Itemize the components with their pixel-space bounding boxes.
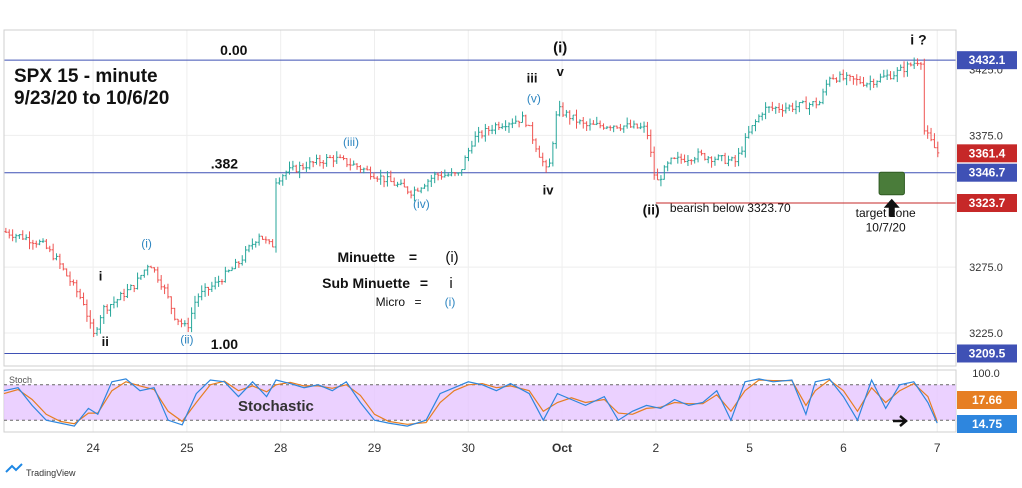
wave-label-11: (ii) xyxy=(643,201,660,217)
wave-label-5: (iv) xyxy=(413,197,430,211)
fib-label-1: .382 xyxy=(211,155,238,171)
price-bars xyxy=(4,57,940,338)
wave-label-1: ii xyxy=(102,334,109,349)
x-tick-5: Oct xyxy=(552,441,572,455)
legend-micro-name: Micro xyxy=(376,295,406,309)
grid xyxy=(4,30,956,432)
time-axis: 24 25 28 29 30 Oct 2 5 6 7 xyxy=(86,441,940,455)
tradingview-logo: TradingView xyxy=(5,463,76,478)
wave-degree-legend: Minuette = (i) Sub Minuette = i Micro = … xyxy=(322,249,459,309)
wave-label-12: i ? xyxy=(910,31,926,47)
x-tick-7: 5 xyxy=(746,441,753,455)
price-tick-0: 3225.0 xyxy=(969,328,1003,340)
x-tick-3: 29 xyxy=(368,441,382,455)
level-badge-0-bg xyxy=(957,51,1017,70)
stoch-badge-0: 14.75 xyxy=(972,417,1002,431)
stoch-badge-1: 17.66 xyxy=(972,393,1002,407)
stoch-badge-bg-1 xyxy=(957,391,1017,409)
legend-subminuette-symbol: i xyxy=(449,275,452,292)
stoch-k-line xyxy=(3,378,938,427)
wave-label-3: (ii) xyxy=(180,333,193,347)
target-zone-box xyxy=(878,171,905,196)
level-badge-3: 3209.5 xyxy=(969,346,1006,360)
tradingview-logo-icon xyxy=(5,463,23,473)
horizontal-levels xyxy=(4,59,956,354)
footer-brand: TradingView xyxy=(26,468,76,478)
chart-title: SPX 15 - minute xyxy=(14,66,158,87)
fib-label-2: 1.00 xyxy=(211,336,238,352)
level-badge-1-bg xyxy=(957,163,1017,182)
level-badge-2-bg xyxy=(957,194,1017,213)
x-tick-9: 7 xyxy=(934,441,941,455)
wave-label-2: (i) xyxy=(141,236,152,250)
x-tick-6: 2 xyxy=(653,441,660,455)
stochastic-pane: 100.0 17.66 14.75 xyxy=(3,368,1017,433)
chart-labels: 0.00.3821.00iii(i)(ii)(iii)(iv)iii(v)(i)… xyxy=(99,31,927,351)
price-tick-2: 3375.0 xyxy=(969,130,1003,142)
main-pane-frame xyxy=(3,29,957,367)
x-tick-8: 6 xyxy=(840,441,847,455)
level-badge-1: 3346.7 xyxy=(969,166,1006,180)
annotation-1: target zone xyxy=(856,206,916,220)
legend-minuette-eq: = xyxy=(409,249,417,265)
wave-label-7: (v) xyxy=(527,91,541,105)
fib-label-0: 0.00 xyxy=(220,42,247,58)
x-tick-2: 28 xyxy=(274,441,288,455)
current-price-badge-bg xyxy=(957,144,1017,163)
legend-micro-eq: = xyxy=(414,295,421,309)
stoch-label: Stochastic xyxy=(238,398,314,415)
stoch-tick-100: 100.0 xyxy=(972,368,1000,380)
annotation-0: bearish below 3323.70 xyxy=(670,201,791,215)
target-zone xyxy=(878,171,905,217)
price-axis: 3225.03275.03375.03425.03432.13346.73323… xyxy=(957,51,1017,363)
chart-subtitle: 9/23/20 to 10/6/20 xyxy=(14,88,169,109)
legend-subminuette-eq: = xyxy=(420,275,428,291)
price-tick-1: 3275.0 xyxy=(969,262,1003,274)
wave-label-10: iv xyxy=(543,183,555,198)
stoch-arrow-icon xyxy=(893,415,908,427)
annotation-2: 10/7/20 xyxy=(866,221,906,235)
x-tick-4: 30 xyxy=(462,441,476,455)
x-tick-0: 24 xyxy=(86,441,100,455)
legend-minuette-name: Minuette xyxy=(337,249,395,265)
current-price-badge: 3361.4 xyxy=(969,146,1006,160)
level-badge-0: 3432.1 xyxy=(969,53,1006,67)
wave-label-8: (i) xyxy=(553,39,567,56)
level-badge-2: 3323.7 xyxy=(969,196,1006,210)
stoch-pane-title: Stoch xyxy=(9,375,32,385)
stoch-badge-bg-0 xyxy=(957,415,1017,433)
target-arrow-icon xyxy=(883,198,900,217)
legend-subminuette-name: Sub Minuette xyxy=(322,275,410,291)
x-tick-1: 25 xyxy=(180,441,194,455)
wave-label-9: v xyxy=(557,64,565,79)
wave-label-0: i xyxy=(99,268,103,283)
legend-minuette-symbol: (i) xyxy=(445,249,458,266)
wave-label-4: (iii) xyxy=(343,135,359,149)
level-badge-3-bg xyxy=(957,344,1017,363)
legend-micro-symbol: (i) xyxy=(445,295,456,309)
wave-label-6: iii xyxy=(527,71,538,86)
